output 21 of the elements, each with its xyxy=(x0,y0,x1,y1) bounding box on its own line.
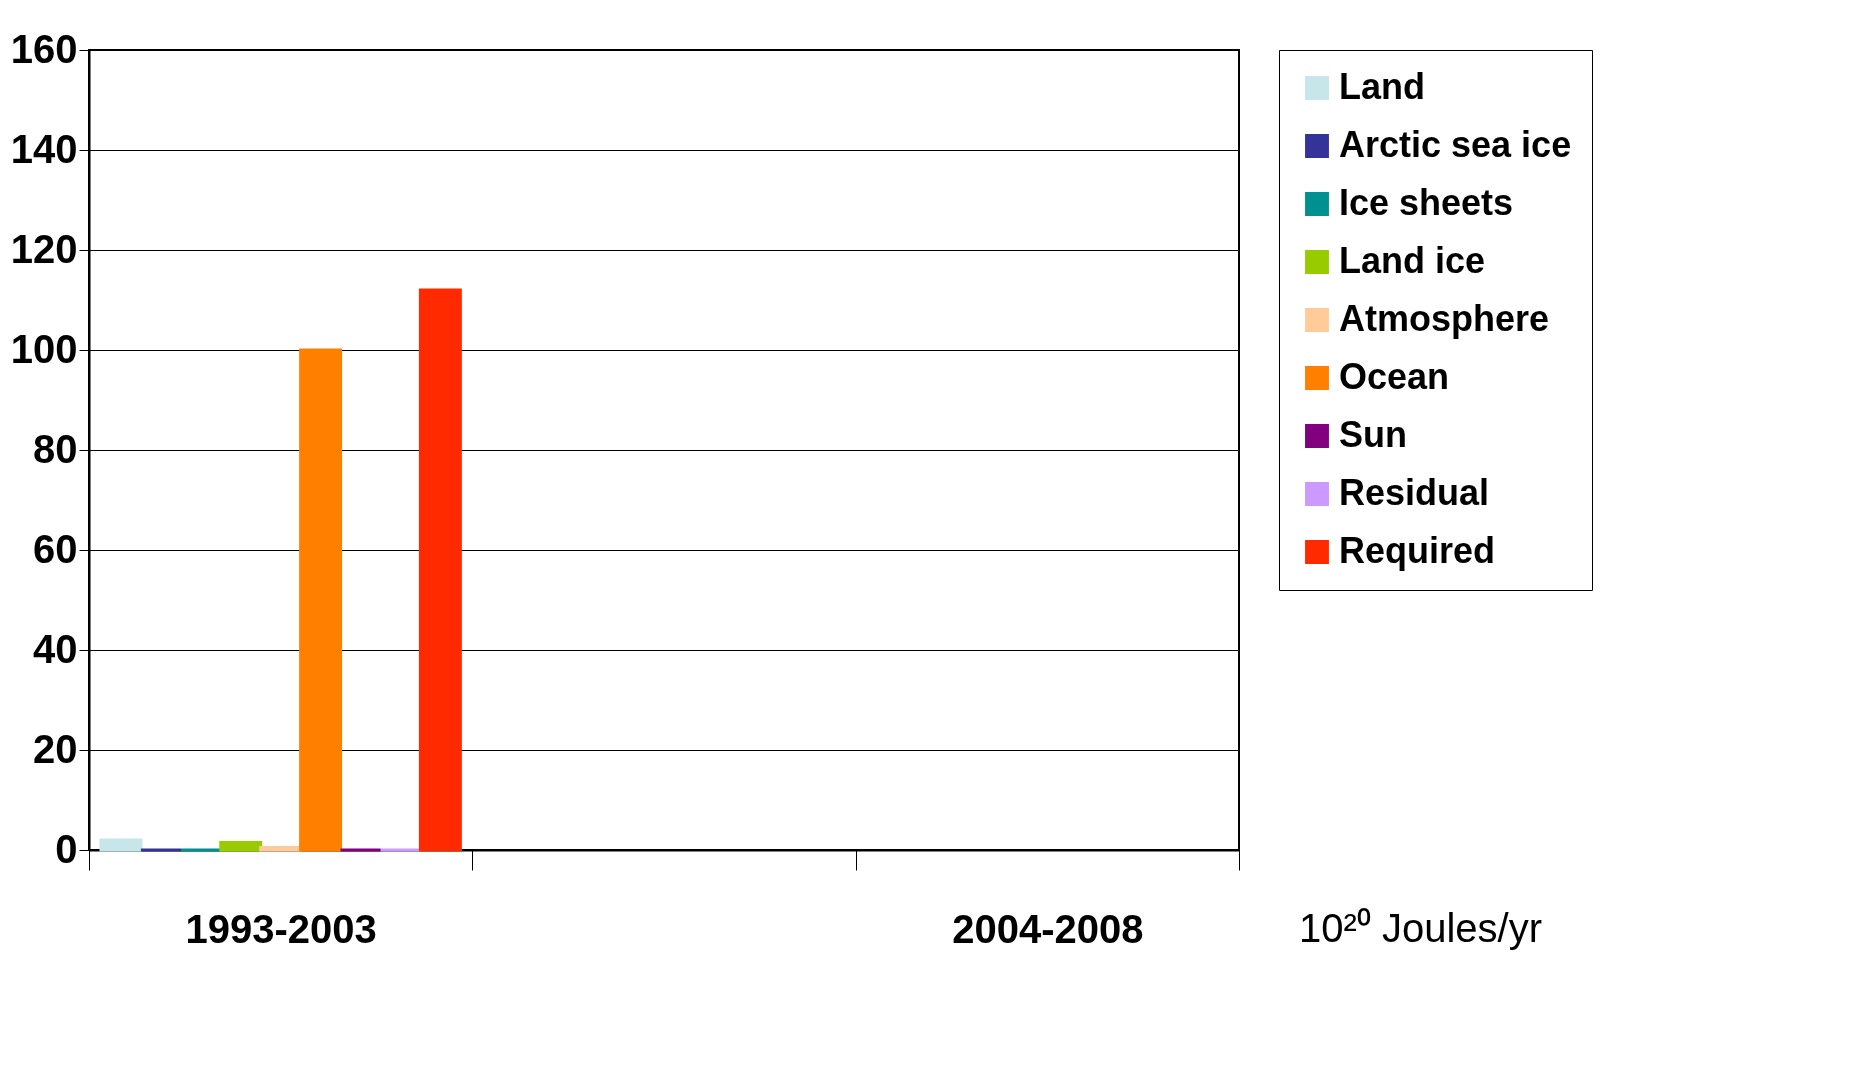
x-tick-label: 1993-2003 xyxy=(185,906,377,951)
y-tick-label: 140 xyxy=(10,126,78,171)
y-tick-label: 160 xyxy=(10,26,78,71)
y-tick-label: 20 xyxy=(33,726,78,771)
x-tick-label: 2004-2008 xyxy=(952,906,1144,951)
legend-label: Land ice xyxy=(1339,240,1486,281)
y-tick-label: 100 xyxy=(10,326,78,371)
legend-label: Required xyxy=(1339,530,1496,571)
y-tick-label: 0 xyxy=(55,826,78,871)
legend-label: Ocean xyxy=(1339,356,1450,397)
legend-label: Atmosphere xyxy=(1339,298,1550,339)
legend-label: Land xyxy=(1339,66,1425,107)
y-tick-label: 80 xyxy=(33,426,78,471)
y-tick-label: 40 xyxy=(33,626,78,671)
legend-label: Ice sheets xyxy=(1339,182,1514,223)
text: 10²⁰ Joules/yr xyxy=(1299,906,1542,950)
legend-label: Sun xyxy=(1339,414,1407,455)
y-tick-label: 120 xyxy=(10,226,78,271)
legend-label: Residual xyxy=(1339,472,1490,513)
y-tick-label: 60 xyxy=(33,526,78,571)
legend-label: Arctic sea ice xyxy=(1339,124,1572,165)
